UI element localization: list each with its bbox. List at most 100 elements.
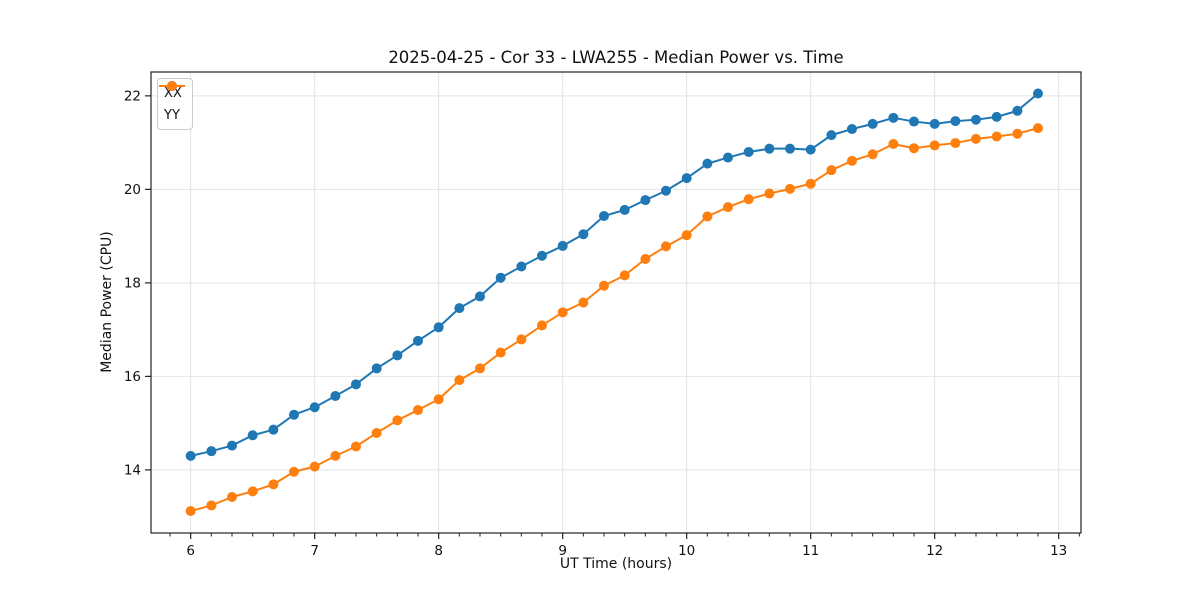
data-point-yy <box>454 375 465 386</box>
data-point-xx <box>371 363 382 374</box>
data-point-yy <box>929 140 940 151</box>
legend-label-yy: YY <box>164 107 180 123</box>
y-tick-label: 20 <box>124 182 141 198</box>
data-point-xx <box>619 204 630 215</box>
data-point-yy <box>516 334 527 345</box>
data-point-xx <box>392 350 403 361</box>
data-point-yy <box>309 461 320 472</box>
data-point-yy <box>805 178 816 189</box>
data-point-xx <box>495 272 506 283</box>
data-point-xx <box>640 195 651 206</box>
data-point-yy <box>474 363 485 374</box>
data-point-xx <box>412 335 423 346</box>
data-point-xx <box>578 229 589 240</box>
data-point-yy <box>867 149 878 160</box>
x-tick-label: 9 <box>558 543 567 559</box>
data-point-yy <box>722 202 733 213</box>
data-point-yy <box>392 415 403 426</box>
data-point-yy <box>970 133 981 144</box>
x-tick-label: 12 <box>926 543 943 559</box>
x-tick-label: 8 <box>434 543 443 559</box>
data-point-xx <box>536 250 547 261</box>
x-axis-label: UT Time (hours) <box>559 556 673 572</box>
data-point-xx <box>888 112 899 123</box>
data-point-xx <box>598 211 609 222</box>
data-point-yy <box>371 427 382 438</box>
data-point-yy <box>226 491 237 502</box>
data-point-xx <box>247 430 258 441</box>
y-tick-label: 18 <box>124 275 141 291</box>
data-point-xx <box>226 440 237 451</box>
data-point-yy <box>433 394 444 405</box>
data-point-yy <box>846 155 857 166</box>
data-point-yy <box>991 131 1002 142</box>
data-point-xx <box>950 116 961 127</box>
x-tick-label: 7 <box>310 543 319 559</box>
y-tick-label: 14 <box>124 462 141 478</box>
data-point-xx <box>1012 105 1023 116</box>
data-point-xx <box>206 446 217 457</box>
data-point-xx <box>929 118 940 129</box>
data-point-xx <box>309 402 320 413</box>
x-tick-label: 11 <box>802 543 819 559</box>
data-point-yy <box>1012 128 1023 139</box>
data-point-yy <box>330 450 341 461</box>
data-point-yy <box>908 143 919 154</box>
data-point-yy <box>412 405 423 416</box>
y-tick-label: 16 <box>124 369 141 385</box>
data-point-xx <box>908 116 919 127</box>
data-point-yy <box>743 194 754 205</box>
data-point-yy <box>888 139 899 150</box>
data-point-yy <box>350 441 361 452</box>
data-point-xx <box>1032 88 1043 99</box>
data-point-xx <box>722 152 733 163</box>
data-point-yy <box>288 466 299 477</box>
data-point-xx <box>784 143 795 154</box>
data-point-yy <box>784 183 795 194</box>
data-point-xx <box>350 379 361 390</box>
data-point-yy <box>557 307 568 318</box>
data-point-yy <box>598 280 609 291</box>
data-point-xx <box>743 146 754 157</box>
x-tick-label: 10 <box>678 543 695 559</box>
data-point-xx <box>185 450 196 461</box>
data-point-xx <box>702 158 713 169</box>
legend-item-yy: YY <box>159 81 185 125</box>
data-point-xx <box>970 114 981 125</box>
yy-line-marker-icon <box>159 81 185 91</box>
data-point-xx <box>805 144 816 155</box>
data-point-xx <box>826 130 837 141</box>
data-point-xx <box>991 111 1002 122</box>
axes-frame <box>150 71 1082 534</box>
data-point-yy <box>247 486 258 497</box>
data-point-xx <box>846 124 857 135</box>
data-point-yy <box>660 241 671 252</box>
data-point-yy <box>764 188 775 199</box>
data-point-xx <box>474 291 485 302</box>
data-point-xx <box>330 391 341 402</box>
data-point-yy <box>826 165 837 176</box>
data-point-yy <box>185 506 196 517</box>
data-point-yy <box>640 254 651 265</box>
data-point-yy <box>950 138 961 149</box>
data-point-xx <box>288 409 299 420</box>
y-axis-label: Median Power (CPU) <box>99 231 115 373</box>
y-tick-label: 22 <box>124 88 141 104</box>
data-point-xx <box>268 424 279 435</box>
data-point-xx <box>516 261 527 272</box>
data-point-yy <box>578 297 589 308</box>
x-tick-label: 13 <box>1050 543 1067 559</box>
data-point-yy <box>619 270 630 281</box>
data-point-xx <box>681 173 692 184</box>
data-point-yy <box>1032 123 1043 134</box>
data-point-yy <box>536 320 547 331</box>
data-point-xx <box>867 118 878 129</box>
data-point-yy <box>702 211 713 222</box>
data-point-yy <box>495 347 506 358</box>
data-point-xx <box>764 143 775 154</box>
data-point-yy <box>681 230 692 241</box>
data-point-xx <box>557 240 568 251</box>
legend: XX YY <box>157 78 193 130</box>
data-point-yy <box>268 479 279 490</box>
